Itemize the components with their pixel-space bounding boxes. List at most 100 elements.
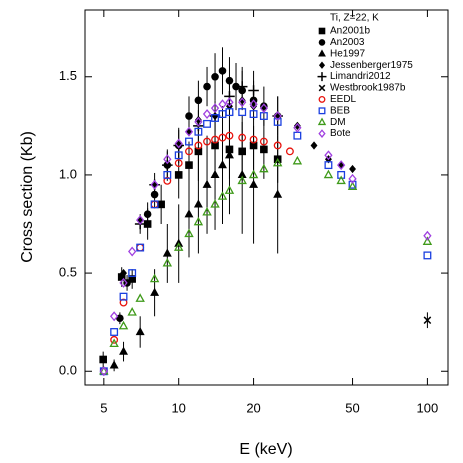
data-point: [162, 159, 173, 171]
data-point: [194, 141, 203, 150]
data-point: [203, 82, 211, 91]
x-tick-label: 10: [171, 400, 185, 415]
data-point: [248, 169, 259, 179]
data-point: [99, 365, 109, 375]
data-point: [273, 117, 282, 126]
y-tick-label: 0.5: [59, 265, 77, 280]
data-point: [273, 189, 283, 198]
legend-label: EEDL: [330, 94, 357, 105]
data-point: [185, 112, 193, 120]
data-point: [149, 273, 160, 283]
data-point: [272, 157, 283, 167]
data-point: [163, 170, 172, 179]
data-point: [423, 251, 432, 260]
data-point: [127, 307, 137, 316]
legend-label: Limandri2012: [330, 71, 391, 82]
data-point: [119, 346, 129, 355]
y-tick-label: 0.0: [59, 363, 77, 378]
data-point: [323, 169, 334, 179]
data-point: [185, 147, 193, 156]
x-axis-label: E (keV): [239, 441, 292, 458]
data-point: [203, 119, 211, 128]
data-point: [273, 141, 282, 150]
data-point: [422, 236, 433, 245]
x-tick-label: 20: [246, 400, 260, 415]
data-point: [423, 230, 432, 241]
data-point: [194, 127, 203, 136]
data-point: [184, 126, 194, 137]
data-point: [118, 320, 129, 330]
data-point: [336, 175, 346, 185]
data-point: [150, 287, 160, 296]
data-point: [119, 298, 128, 307]
legend-marker: [318, 107, 326, 115]
data-point: [174, 171, 183, 179]
data-point: [203, 137, 211, 146]
data-point: [109, 338, 119, 348]
data-point: [259, 163, 269, 173]
data-point: [210, 199, 220, 208]
y-tick-label: 1.5: [59, 68, 77, 83]
data-point: [324, 150, 333, 161]
data-point: [202, 109, 212, 120]
data-point: [135, 326, 145, 336]
data-point: [193, 216, 204, 226]
data-point: [218, 99, 227, 110]
data-point: [337, 160, 346, 171]
data-point: [349, 164, 356, 174]
legend-marker: [318, 61, 326, 69]
data-point: [218, 133, 227, 142]
data-point: [224, 150, 234, 159]
data-point: [310, 141, 318, 150]
data-point: [249, 110, 258, 119]
legend-label: Westbrook1987b: [330, 83, 406, 94]
legend-marker: [317, 72, 327, 82]
data-point: [211, 114, 219, 122]
legend-label: DM: [330, 117, 346, 128]
legend-label: An2001b: [330, 26, 370, 37]
data-point: [211, 72, 219, 81]
data-point: [174, 159, 183, 168]
data-point: [136, 243, 145, 252]
data-point: [184, 209, 194, 218]
data-point: [260, 102, 268, 111]
legend-label: Bote: [330, 128, 351, 139]
data-point: [237, 175, 247, 185]
data-point: [162, 257, 173, 267]
data-point: [128, 275, 136, 283]
data-point: [225, 131, 234, 140]
x-tick-label: 100: [417, 400, 439, 415]
legend-title: Ti, Z=22, K: [330, 13, 379, 24]
legend-marker: [318, 27, 326, 35]
data-point: [185, 161, 193, 169]
data-point: [128, 246, 137, 257]
data-point: [184, 228, 194, 238]
data-point: [136, 215, 145, 226]
data-point: [210, 103, 220, 114]
legend-marker: [318, 49, 326, 57]
data-point: [225, 108, 234, 117]
data-point: [211, 135, 219, 144]
data-point: [285, 147, 294, 156]
legend-label: Jessenberger1975: [330, 60, 413, 71]
data-point: [110, 328, 119, 336]
data-point: [259, 137, 268, 146]
data-point: [194, 147, 203, 156]
data-point: [249, 135, 258, 144]
data-point: [238, 97, 247, 108]
data-point: [202, 179, 212, 188]
legend-marker: [317, 117, 327, 126]
plot-frame: [84, 9, 449, 386]
data-point: [217, 191, 228, 200]
data-point: [173, 140, 184, 151]
data-point: [174, 151, 183, 160]
data-point: [324, 161, 333, 170]
data-point: [337, 170, 346, 179]
x-tick-label: 50: [345, 400, 359, 415]
data-point: [162, 248, 172, 257]
data-point: [150, 179, 159, 190]
data-point: [249, 179, 259, 188]
legend-marker: [318, 129, 326, 138]
data-point: [293, 122, 302, 133]
data-point: [249, 99, 258, 110]
